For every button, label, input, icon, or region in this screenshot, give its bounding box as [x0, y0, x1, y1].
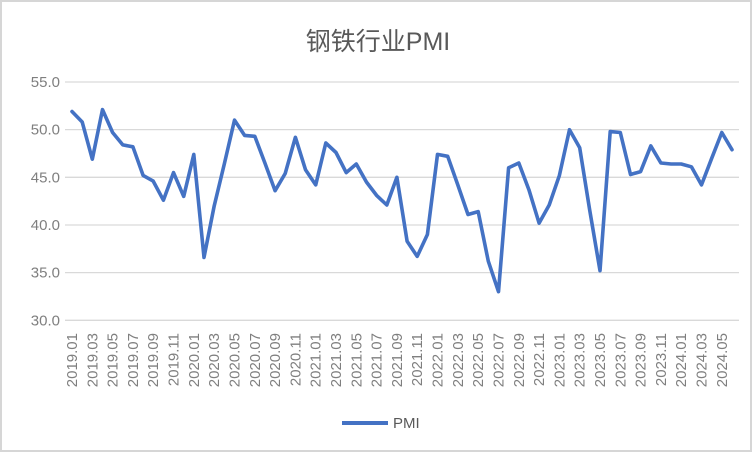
- x-tick-label: 2023.05: [592, 333, 609, 387]
- x-tick-label: 2021.09: [389, 333, 406, 387]
- x-tick-label: 2020.11: [287, 333, 304, 386]
- chart-title: 钢铁行业PMI: [306, 28, 450, 56]
- x-tick-label: 2023.01: [551, 333, 568, 387]
- y-tick-label: 50.0: [31, 122, 60, 139]
- x-tick-label: 2021.11: [409, 333, 426, 386]
- x-tick-label: 2022.05: [470, 333, 487, 387]
- x-tick-label: 2021.07: [369, 333, 386, 387]
- y-tick-label: 40.0: [31, 217, 60, 234]
- x-tick-label: 2020.09: [267, 333, 284, 387]
- y-axis-tick-labels: 55.0 50.0 45.0 40.0 35.0 30.0: [31, 74, 60, 329]
- x-tick-label: 2019.03: [84, 333, 101, 387]
- x-tick-label: 2020.07: [247, 333, 264, 387]
- x-tick-label: 2020.05: [226, 333, 243, 387]
- x-tick-label: 2023.07: [612, 333, 629, 387]
- x-tick-label: 2020.03: [206, 333, 223, 387]
- chart-legend: PMI: [342, 415, 420, 432]
- x-tick-label: 2021.03: [328, 333, 345, 387]
- x-tick-label: 2022.03: [450, 333, 467, 387]
- pmi-line: [70, 107, 734, 294]
- x-tick-label: 2019.09: [145, 333, 162, 387]
- x-tick-label: 2023.03: [572, 333, 589, 387]
- x-tick-label: 2021.01: [308, 333, 325, 387]
- x-tick-label: 2019.01: [64, 333, 81, 387]
- y-tick-label: 55.0: [31, 74, 60, 91]
- x-axis-tick-labels: 2019.01 2019.03 2019.05 2019.07 2019.09 2019.…: [64, 333, 731, 387]
- x-tick-label: 2020.01: [186, 333, 203, 387]
- legend-label: PMI: [393, 415, 420, 432]
- x-tick-label: 2019.11: [166, 333, 183, 386]
- x-tick-label: 2021.05: [348, 333, 365, 387]
- x-tick-label: 2022.11: [531, 333, 548, 386]
- x-tick-label: 2019.05: [105, 333, 122, 387]
- x-tick-label: 2022.07: [490, 333, 507, 387]
- x-tick-label: 2024.01: [673, 333, 690, 387]
- y-tick-label: 45.0: [31, 169, 60, 186]
- y-tick-label: 30.0: [31, 312, 60, 329]
- x-tick-label: 2022.01: [430, 333, 447, 387]
- x-tick-label: 2024.05: [714, 333, 731, 387]
- y-tick-label: 35.0: [31, 265, 60, 282]
- x-tick-label: 2019.07: [125, 333, 142, 387]
- x-tick-label: 2024.03: [694, 333, 711, 387]
- x-tick-label: 2023.11: [653, 333, 670, 386]
- x-tick-label: 2022.09: [511, 333, 528, 387]
- x-tick-label: 2023.09: [633, 333, 650, 387]
- pmi-series-line: [70, 107, 734, 294]
